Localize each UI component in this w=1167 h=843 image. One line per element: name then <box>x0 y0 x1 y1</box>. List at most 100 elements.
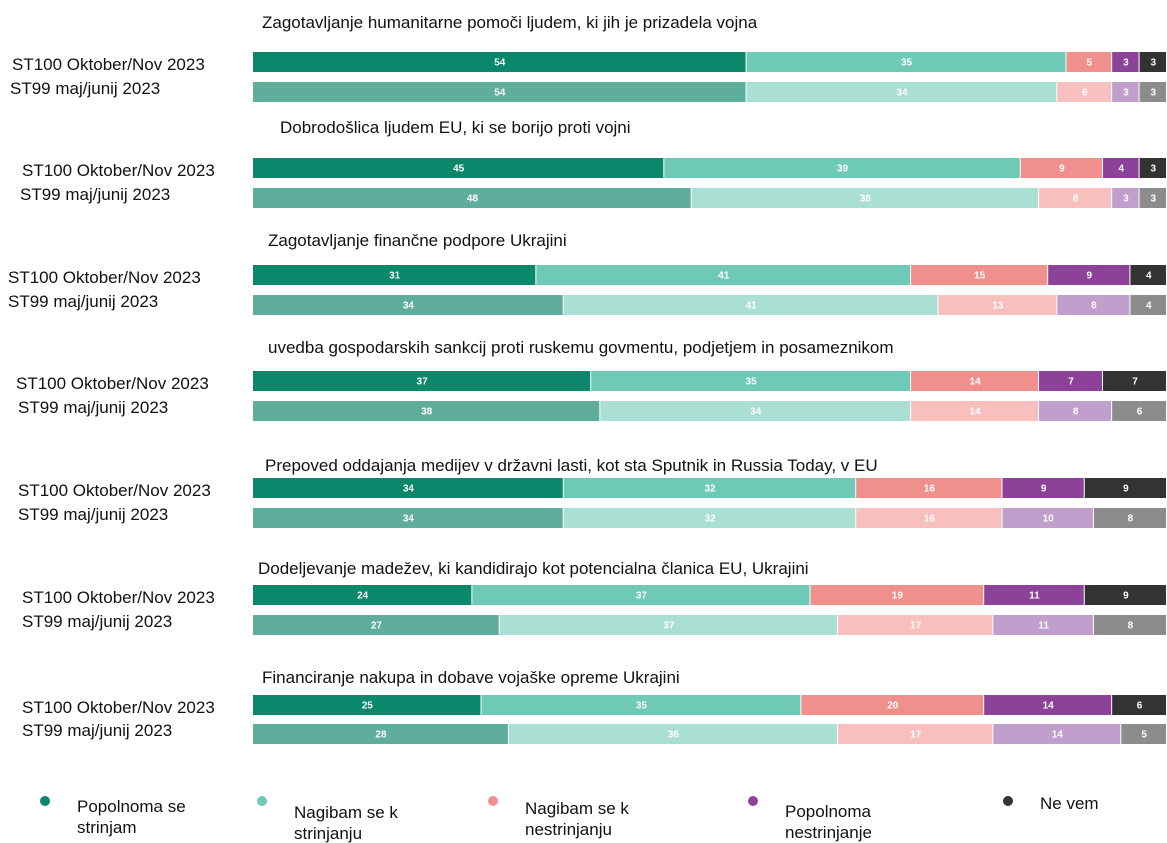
value-label: 3 <box>1151 88 1157 99</box>
value-label: 28 <box>375 730 387 741</box>
value-label: 9 <box>1041 484 1047 495</box>
bar-segment <box>1103 158 1139 178</box>
value-label: 34 <box>896 88 908 99</box>
bar-segment <box>253 615 499 635</box>
bar-segment <box>253 158 664 178</box>
bar-segment <box>508 724 837 744</box>
bar-segment <box>1020 158 1103 178</box>
value-label: 6 <box>1082 88 1088 99</box>
group-title: Dodeljevanje madežev, ki kandidirajo kot… <box>258 559 809 578</box>
value-label: 34 <box>750 407 762 418</box>
bar-segment <box>1057 295 1130 315</box>
value-label: 14 <box>969 407 981 418</box>
group-title: Financiranje nakupa in dobave vojaške op… <box>262 668 680 687</box>
value-label: 41 <box>746 301 758 312</box>
bar-segment <box>1002 478 1084 498</box>
value-label: 15 <box>974 271 986 282</box>
value-label: 11 <box>1029 591 1040 602</box>
bar-segment <box>691 188 1039 208</box>
row-label: ST100 Oktober/Nov 2023 <box>22 161 215 180</box>
group-title: uvedba gospodarskih sankcij proti ruskem… <box>268 338 894 357</box>
value-label: 6 <box>1137 407 1143 418</box>
row-label: ST100 Oktober/Nov 2023 <box>22 698 215 717</box>
bar-segment <box>499 615 837 635</box>
bar-segment <box>911 371 1039 391</box>
bar-segment <box>1048 265 1130 285</box>
row-label: ST100 Oktober/Nov 2023 <box>8 268 201 287</box>
value-label: 14 <box>1052 730 1064 741</box>
value-label: 32 <box>704 514 716 525</box>
row-label: ST99 maj/junij 2023 <box>10 79 161 98</box>
value-label: 27 <box>371 621 383 632</box>
value-label: 14 <box>1043 701 1055 712</box>
value-label: 3 <box>1151 58 1157 69</box>
group-title: Zagotavljanje humanitarne pomoči ljudem,… <box>262 13 758 32</box>
bar-segment <box>253 724 508 744</box>
bar-segment <box>1039 371 1103 391</box>
bar-segment <box>938 295 1057 315</box>
value-label: 3 <box>1151 194 1157 205</box>
value-label: 3 <box>1123 88 1129 99</box>
row-label: ST100 Oktober/Nov 2023 <box>18 481 211 500</box>
legend-marker <box>748 796 758 806</box>
value-label: 14 <box>969 377 981 388</box>
legend-label: Nagibam se k nestrinjanju <box>525 799 629 839</box>
bar-segment <box>911 265 1048 285</box>
value-label: 4 <box>1146 271 1152 282</box>
value-label: 31 <box>389 271 401 282</box>
bar-segment <box>1121 724 1166 744</box>
value-label: 54 <box>494 58 506 69</box>
value-label: 8 <box>1073 194 1079 205</box>
bar-segment <box>1139 158 1166 178</box>
bar-segment <box>563 478 856 498</box>
value-label: 8 <box>1073 407 1079 418</box>
bar-segment <box>1084 478 1166 498</box>
value-label: 19 <box>892 591 904 602</box>
value-label: 4 <box>1146 301 1152 312</box>
bar-segment <box>1139 82 1166 102</box>
value-label: 3 <box>1151 164 1157 175</box>
legend-marker <box>1003 796 1013 806</box>
bar-segment <box>253 371 591 391</box>
bar-segment <box>1002 508 1093 528</box>
row-label: ST100 Oktober/Nov 2023 <box>16 374 209 393</box>
legend-label: Popolnoma nestrinjanje <box>785 802 872 842</box>
bar-segment <box>837 615 993 635</box>
bar-segment <box>253 295 563 315</box>
bar-segment <box>1139 52 1166 72</box>
bar-segment <box>563 295 938 315</box>
bar-segment <box>1103 371 1166 391</box>
bar-segment <box>1057 82 1112 102</box>
bar-segment <box>1039 188 1112 208</box>
bar-segment <box>856 478 1002 498</box>
row-label: ST99 maj/junij 2023 <box>8 292 159 311</box>
value-label: 5 <box>1087 58 1093 69</box>
bar-segment <box>591 371 911 391</box>
value-label: 32 <box>704 484 716 495</box>
value-label: 34 <box>403 514 415 525</box>
bar-segment <box>746 52 1066 72</box>
row-label: ST99 maj/junij 2023 <box>22 721 173 740</box>
bar-segment <box>1112 401 1166 421</box>
legend-label: Popolnoma se strinjam <box>77 797 186 837</box>
bar-segment <box>1112 52 1139 72</box>
value-label: 34 <box>403 484 415 495</box>
value-label: 8 <box>1091 301 1097 312</box>
value-label: 34 <box>403 301 415 312</box>
value-label: 16 <box>924 514 936 525</box>
bar-segment <box>1112 695 1166 715</box>
legend-label: Ne vem <box>1040 794 1099 813</box>
value-label: 3 <box>1123 194 1129 205</box>
bar-segment <box>984 695 1112 715</box>
bar-segment <box>253 401 600 421</box>
value-label: 41 <box>718 271 730 282</box>
value-label: 35 <box>636 701 648 712</box>
value-label: 7 <box>1132 377 1138 388</box>
bar-segment <box>1130 265 1166 285</box>
bar-segment <box>253 478 563 498</box>
legend-label: Nagibam se k strinjanju <box>294 803 398 843</box>
row-label: ST99 maj/junij 2023 <box>18 398 169 417</box>
legend-marker <box>488 796 498 806</box>
